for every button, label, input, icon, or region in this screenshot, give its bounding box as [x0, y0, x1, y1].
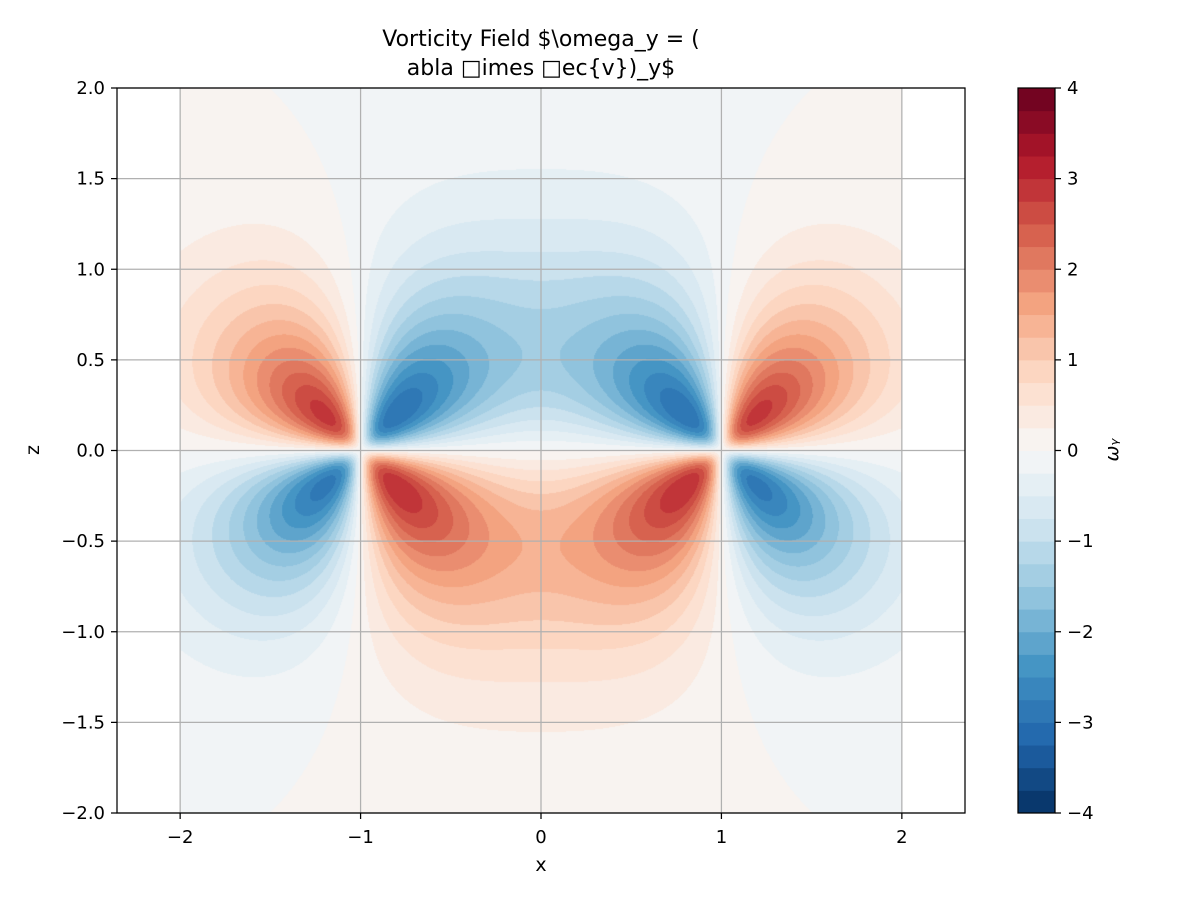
y-tick-label: 1.0 — [76, 259, 105, 280]
y-tick-label: 0.0 — [76, 441, 105, 462]
colorbar-band — [1018, 450, 1055, 474]
colorbar-band — [1018, 110, 1055, 134]
colorbar-tick-label: −2 — [1067, 622, 1094, 643]
colorbar-ticks: −4 −3 −2 −1 0 1 2 3 4 — [1055, 78, 1094, 824]
y-tick-label: −0.5 — [61, 531, 105, 552]
colorbar-band — [1018, 699, 1055, 723]
colorbar-band — [1018, 246, 1055, 270]
colorbar-tick-label: −4 — [1067, 803, 1094, 824]
colorbar-band — [1018, 745, 1055, 769]
colorbar-tick-label: 1 — [1067, 350, 1078, 371]
colorbar-band — [1018, 495, 1055, 519]
colorbar-band — [1018, 314, 1055, 338]
y-tick-label: −1.5 — [61, 712, 105, 733]
colorbar-band — [1018, 337, 1055, 361]
colorbar-tick-label: −3 — [1067, 712, 1094, 733]
y-axis-label: z — [22, 445, 44, 455]
colorbar-band — [1018, 359, 1055, 384]
x-tick-label: 0 — [535, 827, 546, 848]
colorbar-band — [1018, 541, 1055, 565]
colorbar-band — [1018, 654, 1055, 678]
x-axis-ticks: −2 −1 0 1 2 — [167, 813, 908, 848]
colorbar-bands — [1018, 88, 1055, 814]
colorbar-band — [1018, 201, 1055, 225]
colorbar-band — [1018, 88, 1055, 112]
y-tick-label: −1.0 — [61, 622, 105, 643]
x-tick-label: −1 — [347, 827, 374, 848]
colorbar-band — [1018, 767, 1055, 791]
colorbar-band — [1018, 609, 1055, 633]
x-tick-label: −2 — [167, 827, 194, 848]
y-axis-ticks: −2.0 −1.5 −1.0 −0.5 0.0 0.5 1.0 1.5 2.0 — [61, 78, 117, 824]
colorbar-band — [1018, 405, 1055, 429]
colorbar-band — [1018, 291, 1055, 316]
colorbar-band — [1018, 178, 1055, 202]
y-tick-label: 1.5 — [76, 169, 105, 190]
chart-title-line-2: abla □imes □ec{v})_y$ — [407, 56, 675, 81]
x-axis-label: x — [535, 854, 546, 876]
colorbar-band — [1018, 133, 1055, 157]
colorbar-label: ωᵧ — [1101, 438, 1123, 462]
colorbar-tick-label: 0 — [1067, 441, 1078, 462]
colorbar-band — [1018, 269, 1055, 293]
colorbar-tick-label: −1 — [1067, 531, 1094, 552]
colorbar-band — [1018, 427, 1055, 451]
colorbar-band — [1018, 473, 1055, 497]
colorbar-tick-label: 2 — [1067, 259, 1078, 280]
x-tick-label: 1 — [716, 827, 727, 848]
colorbar-band — [1018, 518, 1055, 542]
colorbar-band — [1018, 790, 1055, 814]
colorbar-band — [1018, 586, 1055, 610]
colorbar: −4 −3 −2 −1 0 1 2 3 4 ωᵧ — [1017, 78, 1123, 824]
colorbar-band — [1018, 631, 1055, 655]
colorbar-band — [1018, 563, 1055, 587]
colorbar-tick-label: 4 — [1067, 78, 1078, 99]
colorbar-band — [1018, 382, 1055, 406]
y-tick-label: −2.0 — [61, 803, 105, 824]
colorbar-band — [1018, 223, 1055, 248]
colorbar-band — [1018, 155, 1055, 180]
colorbar-band — [1018, 677, 1055, 701]
y-tick-label: 0.5 — [76, 350, 105, 371]
colorbar-band — [1018, 722, 1055, 746]
plot-area: −2 −1 0 1 2 −2.0 −1.5 −1.0 −0.5 0.0 0.5 1.0 1.5 2.0 — [61, 78, 966, 848]
y-tick-label: 2.0 — [76, 78, 105, 99]
colorbar-tick-label: 3 — [1067, 169, 1078, 190]
chart-title-line-1: Vorticity Field $\omega_y = ( — [382, 27, 700, 52]
x-tick-label: 2 — [896, 827, 907, 848]
